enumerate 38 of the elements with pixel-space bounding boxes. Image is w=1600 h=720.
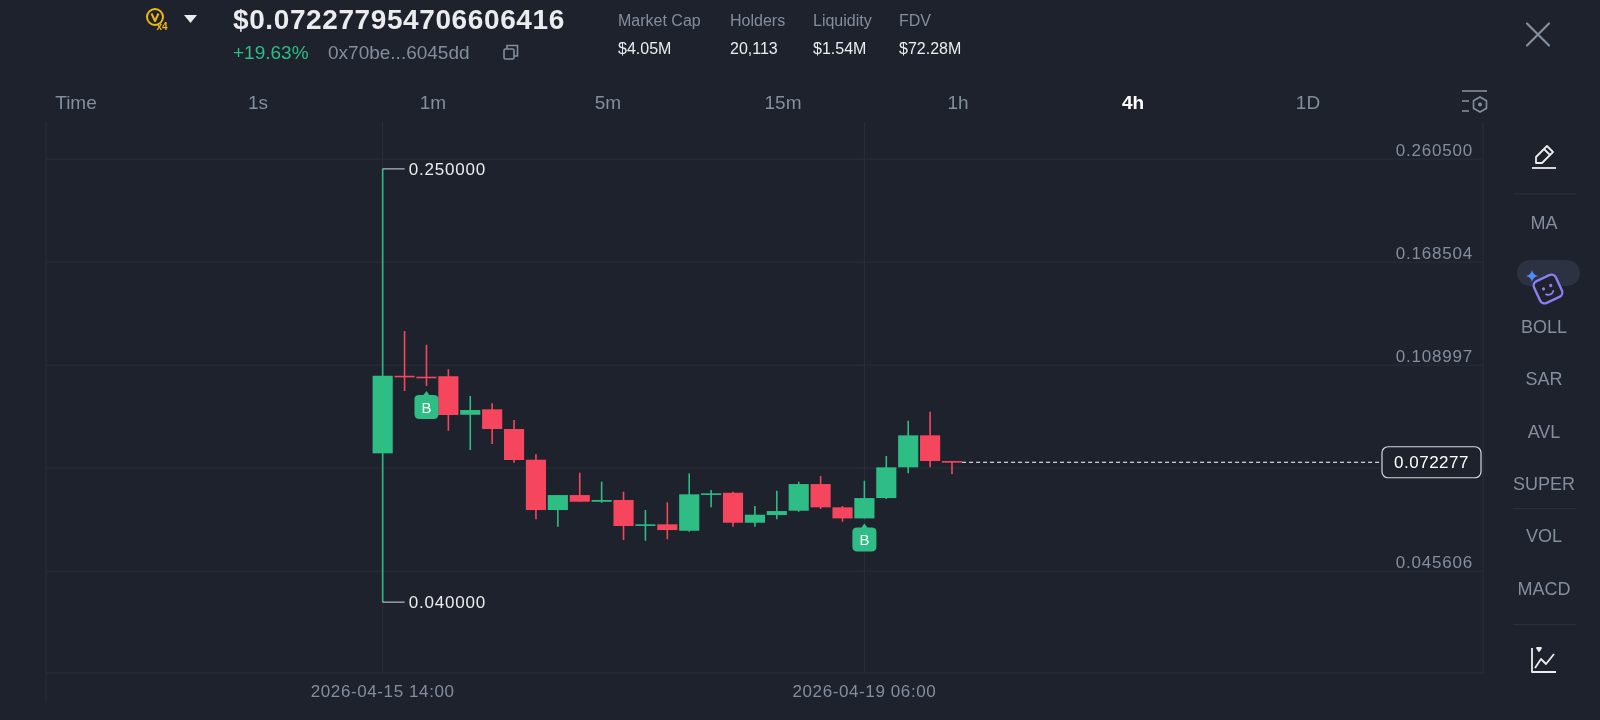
annotation: 0.250000 [408,159,486,179]
text: $0.072277954706606416 [233,3,565,35]
text: $4.05M [618,40,672,57]
annotation: 0.040000 [408,593,486,613]
text: MACD [1517,578,1571,599]
text: 4h [1121,92,1145,113]
ref-line-label: 0.072277 [1394,453,1469,473]
y-tick-label: 0.168504 [1395,244,1473,264]
text: SAR [1525,369,1563,389]
text: 1D [1295,92,1321,113]
text: 1h [947,92,969,113]
text: BOLL [1520,316,1568,337]
text: $72.28M [899,40,962,57]
text: 15m [764,92,802,113]
text: Holders [730,12,786,29]
annotation: B [421,398,432,416]
text: 0x70be...6045dd [328,42,470,63]
text: x4 [156,21,168,32]
text: SUPER [1512,473,1576,494]
text: +19.63% [233,42,309,63]
text: 20,113 [730,40,778,57]
y-tick-label: 0.045606 [1395,553,1473,573]
text: $1.54M [813,40,867,57]
text: 1s [247,92,269,113]
annotation: B [859,530,870,548]
text: MA [1530,212,1558,233]
text: 1m [419,92,447,113]
text: 5m [594,92,622,113]
text: Liquidity [813,12,872,29]
text: Time [55,92,97,113]
text: AVL [1527,421,1561,442]
text: Market Cap [618,12,701,29]
x-tick-label: 2026-04-15 14:00 [310,682,455,701]
text: FDV [899,12,932,29]
text: VOL [1525,526,1563,546]
x-tick-label: 2026-04-19 06:00 [792,682,937,701]
y-tick-label: 0.260500 [1395,141,1473,161]
y-tick-label: 0.108997 [1395,347,1473,367]
